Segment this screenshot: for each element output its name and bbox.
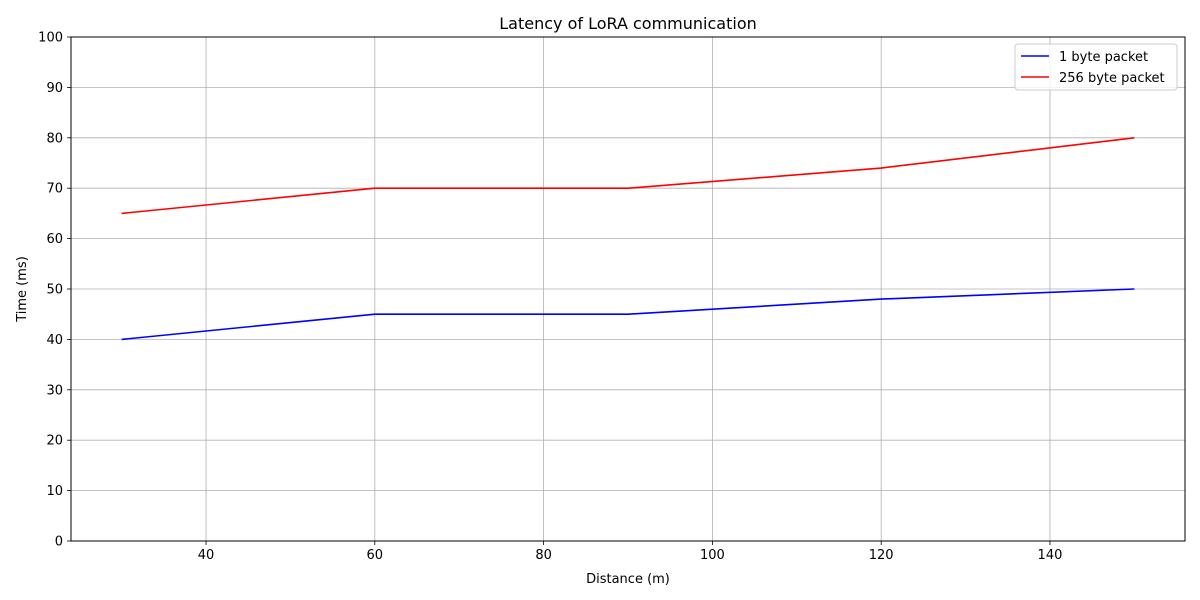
series-line-256-byte-packet bbox=[121, 137, 1135, 215]
y-tick-label: 80 bbox=[46, 131, 63, 146]
x-tick-label: 60 bbox=[367, 548, 384, 563]
y-axis-label: Time (ms) bbox=[15, 256, 30, 323]
x-axis-ticks: 40 60 80 100 120 140 bbox=[198, 541, 1063, 563]
y-tick-label: 50 bbox=[46, 283, 63, 298]
x-tick-label: 40 bbox=[198, 548, 215, 563]
y-tick-label: 90 bbox=[46, 81, 63, 96]
series-lines bbox=[121, 137, 1135, 341]
y-tick-label: 0 bbox=[55, 535, 63, 550]
legend-label-1-byte: 1 byte packet bbox=[1059, 50, 1148, 65]
series-line-1-byte-packet bbox=[121, 288, 1135, 341]
y-tick-label: 40 bbox=[46, 333, 63, 348]
chart-title: Latency of LoRA communication bbox=[499, 14, 757, 33]
legend-label-256-byte: 256 byte packet bbox=[1059, 71, 1165, 86]
x-tick-label: 80 bbox=[535, 548, 552, 563]
y-tick-label: 20 bbox=[46, 434, 63, 449]
y-tick-label: 30 bbox=[46, 383, 63, 398]
x-tick-label: 100 bbox=[700, 548, 725, 563]
legend-box bbox=[1014, 43, 1178, 91]
x-axis-label: Distance (m) bbox=[586, 572, 670, 587]
y-tick-label: 10 bbox=[46, 484, 63, 499]
y-tick-label: 100 bbox=[38, 31, 63, 46]
grid bbox=[71, 36, 1185, 542]
x-tick-label: 120 bbox=[869, 548, 894, 563]
y-axis-ticks: 0 10 20 30 40 50 60 70 80 90 100 bbox=[38, 31, 71, 550]
x-tick-label: 140 bbox=[1038, 548, 1063, 563]
y-tick-label: 60 bbox=[46, 232, 63, 247]
legend: 1 byte packet 256 byte packet bbox=[1014, 43, 1178, 91]
y-tick-label: 70 bbox=[46, 182, 63, 197]
